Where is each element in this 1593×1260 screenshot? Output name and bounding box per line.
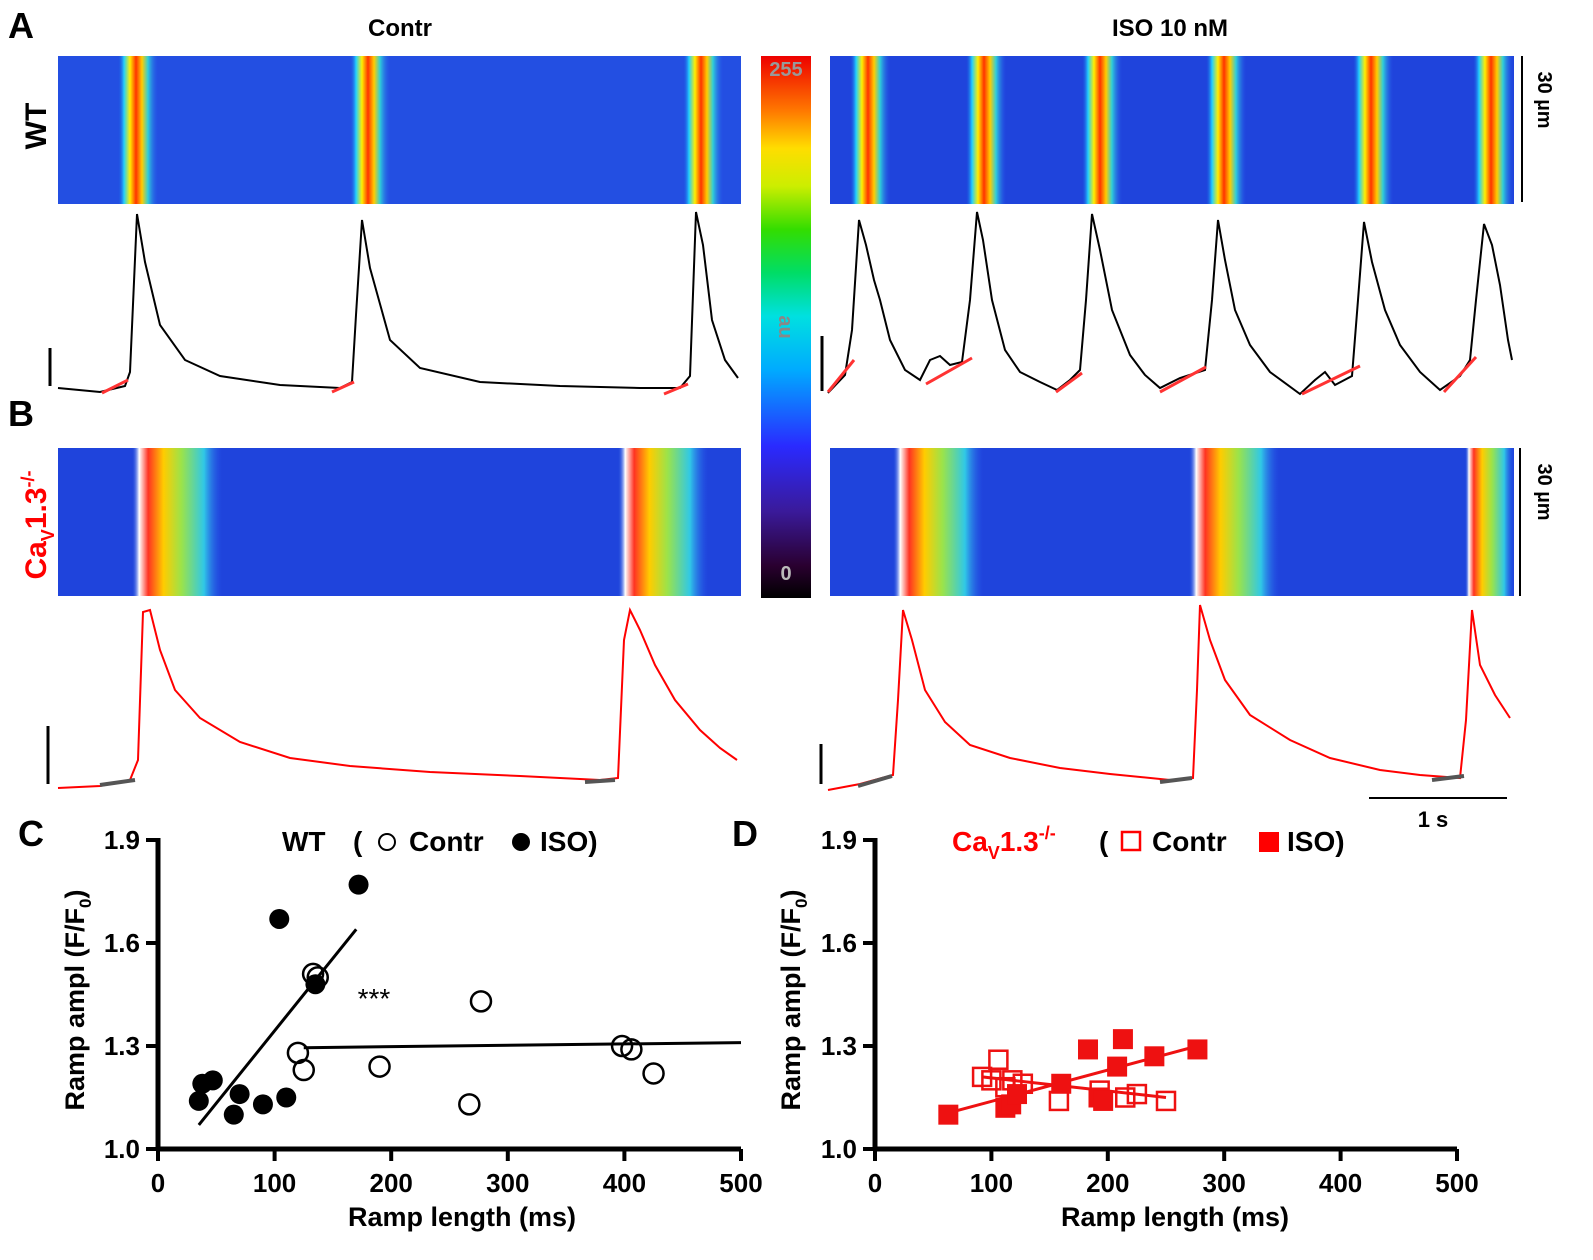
colorbar: 255 0 au — [761, 56, 811, 598]
x-tick-label: 0 — [151, 1168, 165, 1198]
trace-wt-iso — [826, 211, 1513, 396]
scale-label-space-b: 30 µm — [1533, 463, 1555, 520]
data-point-contr — [469, 990, 493, 1013]
data-point-contr — [368, 1055, 391, 1078]
header-control: Contr — [368, 15, 432, 42]
trace-ko-iso — [827, 604, 1511, 791]
legend-iso-filled-square — [1259, 832, 1279, 852]
data-point-iso — [305, 974, 326, 995]
row-label-cav13-ko: CaV1.3-/- — [18, 470, 58, 579]
time-scale-label: 1 s — [1418, 807, 1449, 832]
data-point-iso — [1007, 1084, 1028, 1105]
chart-d-ylabel: Ramp ampl (F/F0) — [776, 890, 811, 1111]
chart-d-xlabel: Ramp length (ms) — [1061, 1202, 1289, 1232]
data-point-iso — [1051, 1073, 1072, 1094]
x-tick-label: 0 — [868, 1168, 882, 1198]
data-point-iso — [1107, 1056, 1128, 1077]
x-tick-label: 200 — [370, 1168, 413, 1198]
y-tick-label: 1.0 — [104, 1134, 140, 1164]
panel-label-d: D — [732, 813, 758, 854]
data-point-iso — [1112, 1029, 1133, 1050]
fit-line-iso — [197, 928, 358, 1126]
data-point-iso — [188, 1090, 209, 1111]
x-tick-label: 300 — [486, 1168, 529, 1198]
colorbar-min-label: 0 — [780, 563, 791, 585]
data-point-contr — [1048, 1090, 1070, 1112]
y-tick-label: 1.9 — [821, 825, 857, 855]
data-point-contr — [981, 1070, 1002, 1091]
data-point-iso — [276, 1087, 297, 1108]
legend-contr-open-circle — [378, 833, 396, 851]
data-point-contr — [1155, 1090, 1177, 1112]
data-point-contr — [988, 1049, 1009, 1070]
data-point-iso — [1078, 1039, 1099, 1060]
data-point-contr — [610, 1034, 634, 1058]
y-tick-label: 1.6 — [104, 928, 140, 958]
data-point-contr — [642, 1062, 665, 1085]
panel-label-b: B — [8, 393, 34, 434]
x-tick-label: 300 — [1203, 1168, 1246, 1198]
y-tick-label: 1.9 — [104, 825, 140, 855]
x-tick-label: 400 — [603, 1168, 646, 1198]
trace-ko-control — [57, 606, 738, 789]
linescan-ko-control — [58, 448, 741, 596]
row-label-wt: WT — [20, 103, 53, 150]
x-tick-label: 500 — [1435, 1168, 1478, 1198]
scatter-panel-d: CaV1.3-/- ( Contr ISO) Ramp ampl (F/F0) … — [776, 814, 1479, 1232]
linescan-wt-control — [58, 56, 741, 204]
scale-label-space-a: 30 µm — [1533, 71, 1555, 128]
data-point-iso — [1093, 1090, 1114, 1111]
data-point-iso — [1144, 1046, 1165, 1067]
data-point-iso — [229, 1084, 250, 1105]
data-point-contr — [620, 1038, 643, 1061]
x-tick-label: 400 — [1319, 1168, 1362, 1198]
x-tick-label: 500 — [719, 1168, 762, 1198]
data-point-contr — [1126, 1083, 1148, 1105]
x-tick-label: 100 — [253, 1168, 296, 1198]
data-point-iso — [223, 1104, 244, 1125]
legend-iso-filled-circle — [512, 833, 530, 851]
data-point-contr — [1115, 1087, 1136, 1108]
chart-d-title: CaV1.3-/- ( Contr ISO) — [952, 814, 1345, 863]
panel-label-a: A — [8, 5, 34, 46]
colorbar-unit-label: au — [774, 315, 796, 338]
data-point-iso — [252, 1094, 273, 1115]
panel-label-c: C — [18, 813, 44, 854]
data-point-iso — [348, 874, 369, 895]
x-tick-label: 100 — [970, 1168, 1013, 1198]
chart-c-xlabel: Ramp length (ms) — [348, 1202, 576, 1232]
data-point-contr — [292, 1058, 315, 1082]
data-point-iso — [938, 1104, 959, 1125]
data-point-iso — [1187, 1039, 1208, 1060]
y-tick-label: 1.0 — [821, 1134, 857, 1164]
trace-wt-control — [57, 211, 739, 396]
y-tick-label: 1.3 — [821, 1031, 857, 1061]
y-tick-label: 1.3 — [104, 1031, 140, 1061]
linescan-wt-iso — [830, 56, 1514, 204]
chart-c-significance: *** — [358, 983, 391, 1014]
x-tick-label: 200 — [1086, 1168, 1129, 1198]
data-point-contr — [458, 1093, 481, 1116]
y-tick-label: 1.6 — [821, 928, 857, 958]
scatter-panel-c: WT ( Contr ISO) Ramp ampl (F/F0) Ramp le… — [60, 825, 763, 1232]
chart-c-title: WT ( Contr ISO) — [282, 826, 598, 857]
chart-c-ylabel: Ramp ampl (F/F0) — [60, 890, 95, 1111]
data-point-iso — [202, 1070, 223, 1091]
colorbar-max-label: 255 — [769, 59, 802, 81]
legend-contr-open-square — [1120, 830, 1142, 852]
data-point-iso — [269, 908, 290, 929]
linescan-ko-iso — [830, 448, 1514, 596]
header-iso: ISO 10 nM — [1112, 15, 1228, 42]
fit-line-contr — [303, 1041, 742, 1050]
